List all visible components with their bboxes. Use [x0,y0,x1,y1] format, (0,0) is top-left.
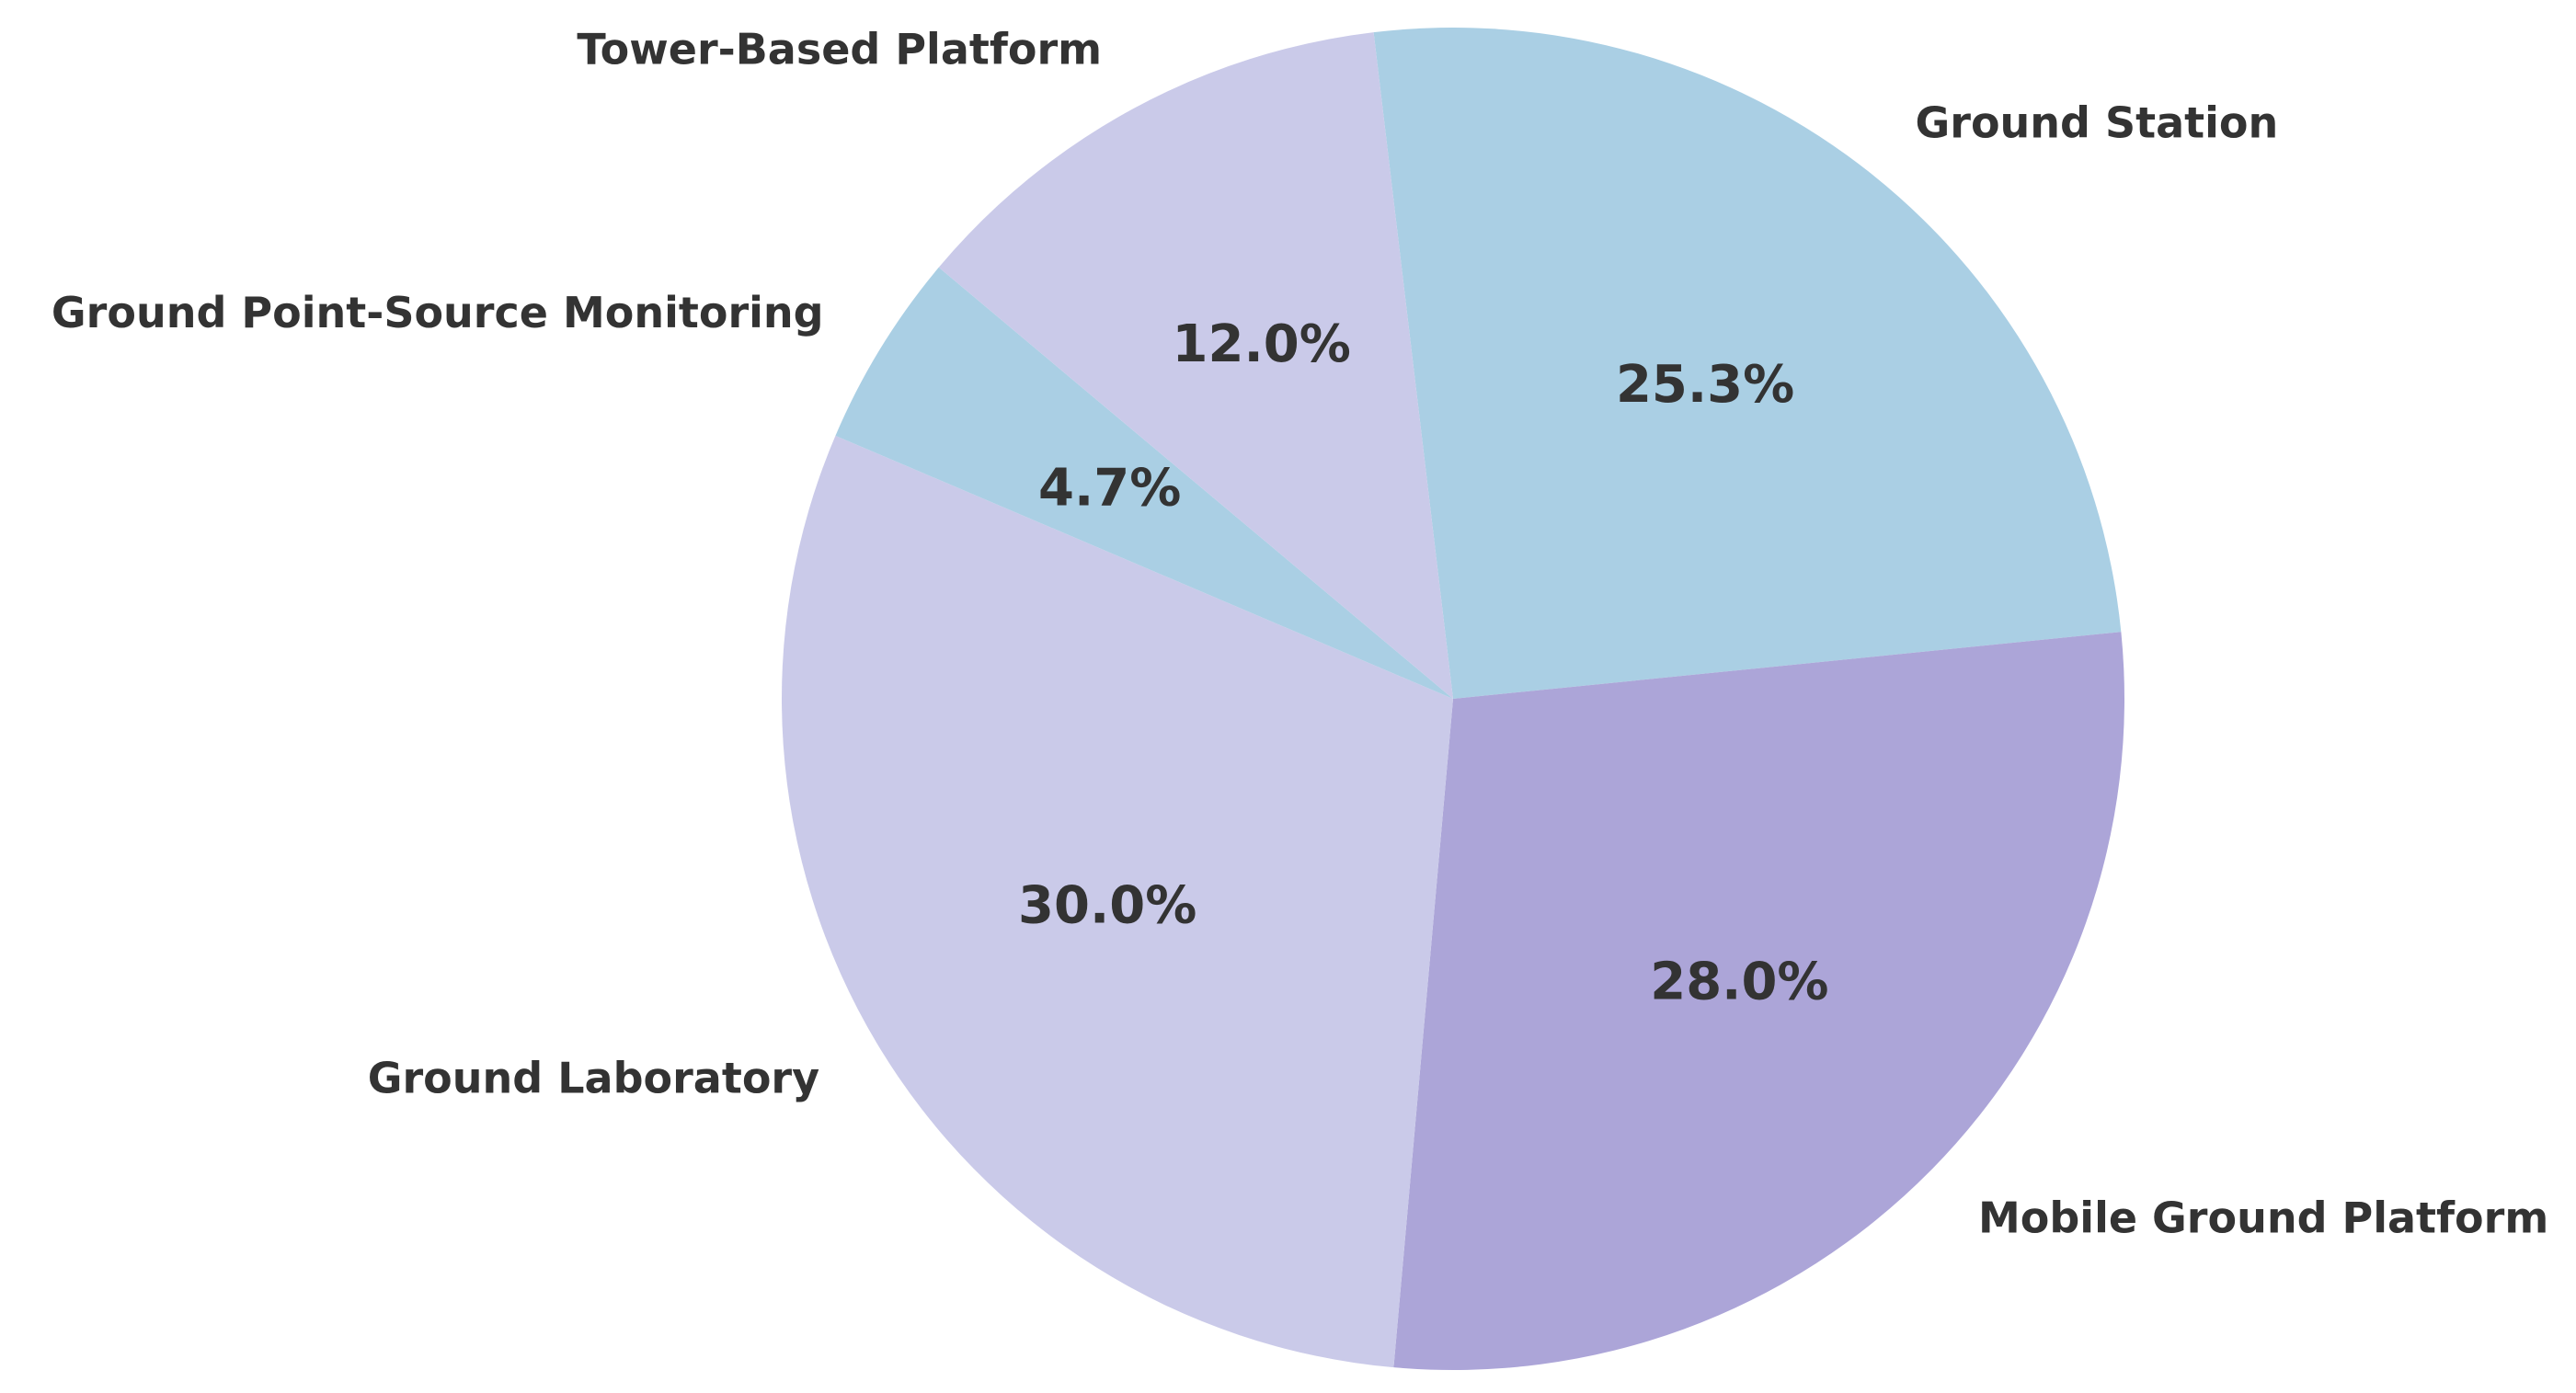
pct-label-ground-laboratory: 30.0% [1018,876,1196,936]
pie-slice-ground-station [1373,28,2122,700]
pct-label-tower-based-platform: 12.0% [1173,314,1351,374]
category-labels: Ground Station Mobile Ground Platform Grou… [52,25,2548,1243]
slice-label-ground-station: Ground Station [1916,98,2279,148]
slice-label-ground-point-source-monitoring: Ground Point-Source Monitoring [52,288,824,337]
pie-slice-tower-based-platform [938,32,1453,699]
pct-label-ground-station: 25.3% [1616,355,1794,415]
slice-label-tower-based-platform: Tower-Based Platform [577,25,1102,74]
percentage-labels: 25.3% 28.0% 30.0% 4.7% 12.0% [1018,314,1828,1011]
slice-label-mobile-ground-platform: Mobile Ground Platform [1978,1193,2548,1243]
pie-slices [782,28,2125,1370]
pct-label-mobile-ground-platform: 28.0% [1650,953,1828,1012]
pie-slice-ground-point-source-monitoring [835,267,1453,699]
pie-slice-mobile-ground-platform [1393,632,2125,1370]
pie-slice-ground-laboratory [782,435,1453,1368]
pct-label-ground-point-source-monitoring: 4.7% [1038,458,1181,518]
slice-label-ground-laboratory: Ground Laboratory [368,1054,819,1103]
